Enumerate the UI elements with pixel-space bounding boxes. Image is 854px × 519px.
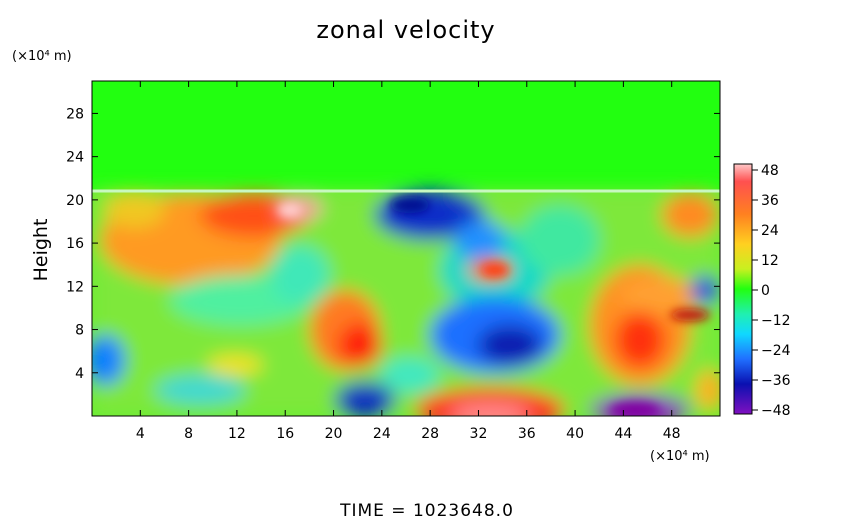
plot-frame	[91, 80, 721, 417]
y-tick-label: 16	[66, 236, 84, 252]
x-tick-label: 44	[614, 426, 632, 442]
x-tick-label: 4	[136, 426, 145, 442]
y-tick-label: 24	[66, 150, 84, 166]
colorbar-tick-label: 12	[761, 253, 779, 269]
y-tick-label: 8	[75, 323, 84, 339]
colorbar	[733, 163, 753, 415]
x-tick-label: 12	[228, 426, 246, 442]
x-tick-label: 28	[421, 426, 439, 442]
x-tick-label: 8	[184, 426, 193, 442]
colorbar-tick-label: 48	[761, 163, 779, 179]
y-axis-unit: (×10⁴ m)	[12, 49, 72, 64]
colorbar-tick-label: −36	[761, 373, 791, 389]
y-tick-label: 28	[66, 106, 84, 122]
x-tick-label: 36	[518, 426, 536, 442]
x-tick-label: 20	[325, 426, 343, 442]
colorbar-tick-label: 36	[761, 193, 779, 209]
colorbar-tick-label: −12	[761, 313, 791, 329]
colorbar-tick-label: 0	[761, 283, 770, 299]
chart-title: zonal velocity	[316, 16, 495, 44]
x-axis: 4 8 12 16 20 24 28 32 36 40 44 48	[136, 81, 681, 442]
colorbar-tick-label: 24	[761, 223, 779, 239]
y-axis-label: Height	[30, 219, 52, 282]
x-tick-label: 16	[276, 426, 294, 442]
colorbar-ticks: 48 36 24 12 0 −12 −24 −36 −48	[752, 163, 791, 419]
colorbar-tick-label: −24	[761, 343, 791, 359]
heatmap-field	[92, 81, 720, 416]
x-tick-label: 40	[566, 426, 584, 442]
y-tick-label: 12	[66, 279, 84, 295]
colorbar-tick-label: −48	[761, 403, 791, 419]
time-label: TIME = 1023648.0	[339, 501, 514, 519]
y-tick-label: 4	[75, 366, 84, 382]
x-tick-label: 24	[373, 426, 391, 442]
upper-layer	[92, 81, 720, 191]
lower-layer	[92, 190, 720, 416]
x-tick-label: 32	[470, 426, 488, 442]
y-axis: 4 8 12 16 20 24 28	[66, 106, 720, 382]
x-tick-label: 48	[663, 426, 681, 442]
fine-features	[278, 197, 710, 416]
y-tick-label: 20	[66, 193, 84, 209]
x-axis-unit: (×10⁴ m)	[650, 449, 710, 464]
